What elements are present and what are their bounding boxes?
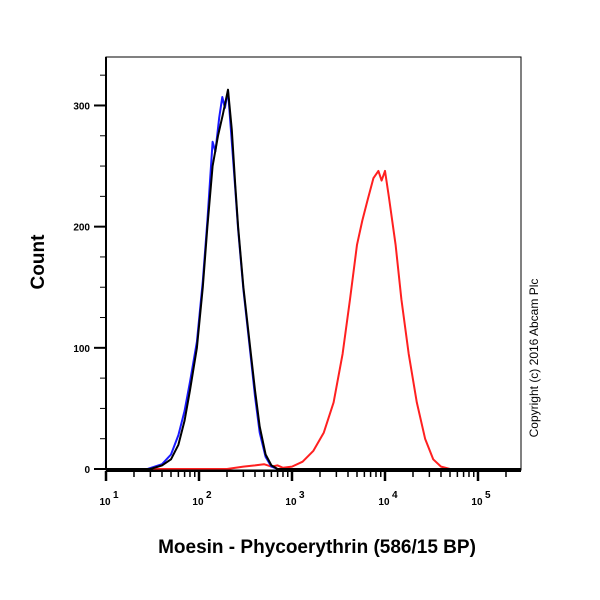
y-axis-label: Count	[28, 234, 49, 290]
x-tick-exponent: 5	[485, 490, 491, 501]
y-tick-label: 0	[84, 465, 90, 476]
x-tick-exponent: 2	[206, 490, 212, 501]
x-tick-label: 10	[471, 497, 483, 508]
x-tick-exponent: 4	[392, 490, 398, 501]
x-tick-label: 10	[378, 497, 390, 508]
y-tick-label: 100	[73, 344, 90, 355]
x-tick-exponent: 1	[113, 490, 119, 501]
copyright-annotation: Copyright (c) 2016 Abcam Plc	[527, 279, 541, 438]
series-line-2	[106, 88, 521, 470]
plot-frame	[105, 56, 522, 471]
x-tick-label: 10	[192, 497, 204, 508]
x-tick-label: 10	[285, 497, 297, 508]
y-tick-label: 300	[73, 101, 90, 112]
x-tick-exponent: 3	[299, 490, 305, 501]
series-line-1	[106, 89, 521, 470]
x-axis-label: Moesin - Phycoerythrin (586/15 BP)	[158, 537, 476, 558]
series-layer	[106, 88, 521, 470]
x-tick-label: 10	[99, 497, 111, 508]
y-tick-label: 200	[73, 223, 90, 234]
series-line-0	[106, 169, 521, 470]
